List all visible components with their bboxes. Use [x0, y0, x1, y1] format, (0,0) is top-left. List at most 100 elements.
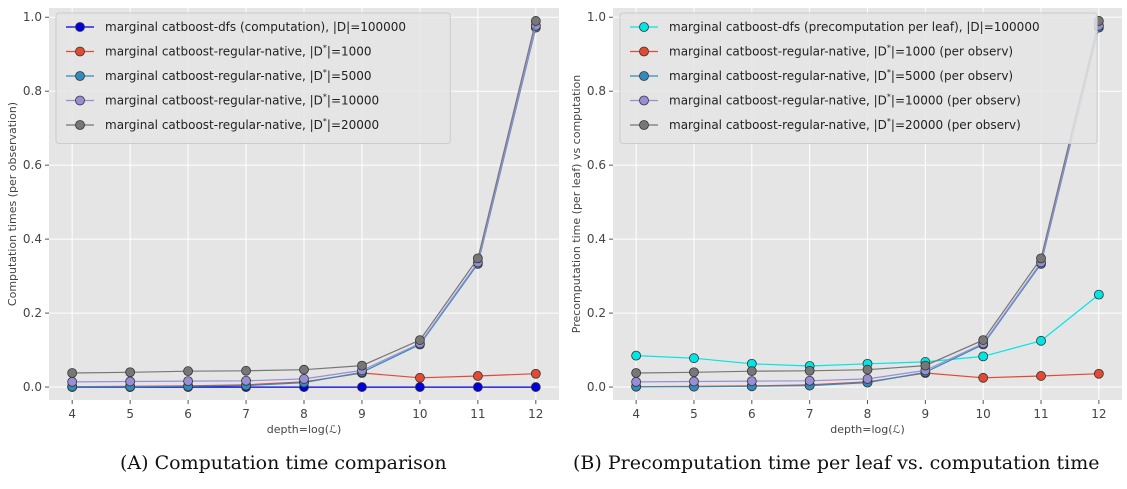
y-axis-label: Computation times (per observation): [6, 102, 19, 306]
legend: marginal catboost-dfs (computation), |D|…: [55, 12, 451, 144]
data-point: [530, 16, 541, 26]
data-point: [1036, 253, 1046, 264]
y-tick-label: 0.8: [23, 84, 42, 98]
data-point: [241, 375, 251, 386]
series-4: [67, 16, 541, 378]
x-tick-label: 11: [1033, 407, 1048, 421]
data-point: [1036, 371, 1046, 381]
data-point: [415, 382, 425, 392]
x-axis-label: depth=log(ℒ): [267, 423, 342, 436]
chart-panel-a: 4 5 6 7 8 9 10 11 12 0.0 0.2 0.4 0.6 0.8 1.0 depth=log(…: [0, 0, 560, 489]
data-point: [689, 353, 699, 364]
y-tick-label: 0.2: [23, 306, 42, 320]
data-point: [472, 253, 483, 264]
legend-label: marginal catboost-regular-native, |D*|=5…: [105, 68, 372, 83]
data-point: [1093, 289, 1104, 300]
legend-label: marginal catboost-regular-native, |D*|=1…: [105, 44, 372, 59]
data-point: [125, 376, 136, 387]
x-tick-label: 4: [68, 407, 76, 421]
legend-marker: [75, 22, 85, 32]
x-tick-label: 9: [358, 407, 366, 421]
legend-box: [55, 12, 451, 144]
data-point: [183, 366, 193, 377]
chart-a: 4 5 6 7 8 9 10 11 12 0.0 0.2 0.4 0.6 0.8 1.0 depth=log(…: [6, 8, 559, 436]
legend: marginal catboost-dfs (precomputation pe…: [619, 12, 1098, 144]
legend-item: marginal catboost-regular-native, |D*|=1…: [630, 93, 1021, 108]
data-point: [472, 382, 483, 392]
y-axis-label: Precomputation time (per leaf) vs comput…: [570, 75, 583, 334]
legend-item: marginal catboost-regular-native, |D*|=1…: [630, 44, 1013, 59]
x-tick-label: 4: [632, 407, 640, 421]
data-point: [415, 335, 425, 345]
legend-item: marginal catboost-regular-native, |D*|=5…: [630, 68, 1013, 83]
x-tick-label: 5: [690, 407, 698, 421]
legend-marker: [639, 95, 649, 106]
legend-label: marginal catboost-regular-native, |D*|=2…: [105, 117, 379, 132]
y-tick-label: 1.0: [587, 10, 606, 24]
chart-b: 4 5 6 7 8 9 10 11 12 0.0 0.2 0.4 0.6 0.8 1.0 depth=log(…: [570, 8, 1122, 436]
legend-item: marginal catboost-regular-native, |D*|=2…: [66, 117, 379, 132]
legend-marker: [639, 46, 649, 57]
caption-b: (B) Precomputation time per leaf vs. com…: [573, 452, 1100, 474]
x-tick-label: 5: [126, 407, 134, 421]
series-0: [631, 289, 1104, 371]
x-tick-label: 7: [242, 407, 250, 421]
x-tick-label: 8: [300, 407, 308, 421]
y-tick-label: 1.0: [23, 10, 42, 24]
data-point: [804, 375, 815, 386]
x-tick-label: 10: [976, 407, 991, 421]
legend-item: marginal catboost-regular-native, |D*|=5…: [66, 68, 372, 83]
legend-label: marginal catboost-dfs (computation), |D|…: [105, 20, 406, 34]
x-tick-label: 10: [412, 407, 427, 421]
legend-box: [619, 12, 1098, 144]
data-point: [746, 376, 757, 387]
legend-label: marginal catboost-dfs (precomputation pe…: [669, 20, 1040, 34]
y-tick-label: 0.6: [23, 158, 42, 172]
caption-a: (A) Computation time comparison: [120, 452, 447, 474]
data-point: [804, 365, 815, 376]
x-tick-label: 11: [470, 407, 485, 421]
data-point: [689, 376, 699, 387]
x-tick-label: 6: [748, 407, 756, 421]
y-tick-label: 0.2: [587, 306, 606, 320]
data-point: [631, 350, 642, 361]
chart-panel-b: 4 5 6 7 8 9 10 11 12 0.0 0.2 0.4 0.6 0.8 1.0 depth=log(…: [565, 0, 1127, 489]
data-point: [125, 367, 136, 378]
data-point: [357, 382, 367, 392]
legend-label: marginal catboost-regular-native, |D*|=1…: [669, 93, 1021, 108]
data-point: [862, 364, 873, 375]
legend-marker: [75, 46, 85, 57]
legend-marker: [639, 120, 649, 130]
data-point: [183, 376, 193, 387]
data-point: [530, 382, 541, 392]
legend-item: marginal catboost-regular-native, |D*|=1…: [66, 93, 379, 108]
x-tick-label: 9: [922, 407, 930, 421]
legend-item: marginal catboost-dfs (precomputation pe…: [630, 20, 1040, 34]
y-tick-label: 0.4: [23, 232, 42, 246]
data-point: [1093, 368, 1104, 379]
y-tick-label: 0.0: [23, 380, 42, 394]
data-point: [631, 376, 642, 387]
data-point: [978, 351, 989, 362]
x-axis-label: depth=log(ℒ): [830, 423, 905, 436]
y-tick-label: 0.0: [587, 380, 606, 394]
legend-marker: [639, 22, 649, 32]
data-point: [920, 360, 931, 371]
data-point: [530, 368, 541, 379]
x-tick-label: 6: [184, 407, 192, 421]
data-point: [67, 376, 78, 387]
data-point: [862, 374, 873, 384]
legend-label: marginal catboost-regular-native, |D*|=5…: [669, 68, 1013, 83]
data-point: [746, 366, 757, 377]
legend-marker: [75, 95, 85, 106]
data-point: [631, 368, 642, 378]
y-tick-label: 0.8: [587, 84, 606, 98]
legend-marker: [639, 71, 649, 81]
y-tick-label: 0.6: [587, 158, 606, 172]
x-tick-label: 7: [806, 407, 814, 421]
data-point: [299, 364, 309, 375]
data-point: [978, 372, 989, 383]
data-point: [357, 360, 367, 371]
legend-item: marginal catboost-dfs (computation), |D|…: [66, 20, 406, 34]
